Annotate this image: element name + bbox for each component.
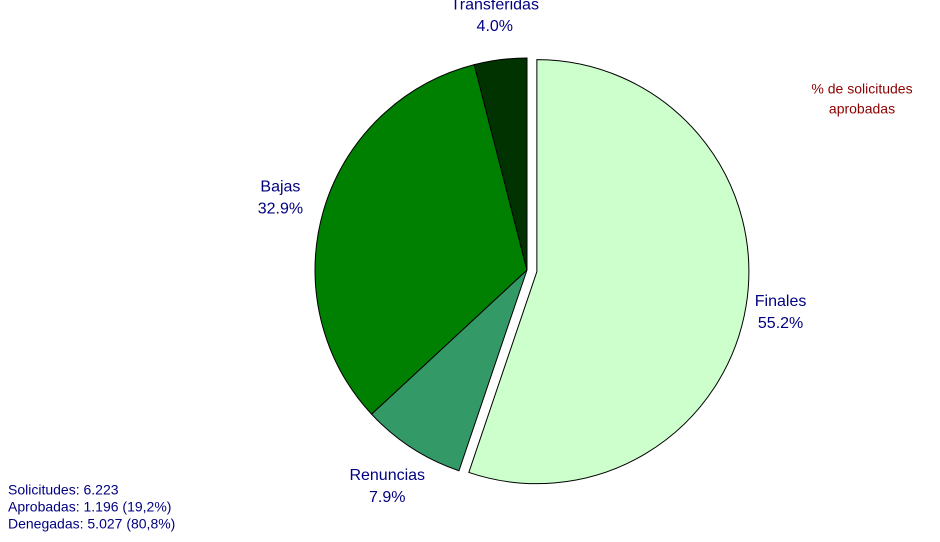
annotation: aprobadas	[829, 101, 895, 117]
slice-label: Transferidas	[451, 0, 539, 13]
note: Aprobadas: 1.196 (19,2%)	[8, 499, 171, 515]
pie-slice	[370, 269, 528, 472]
slice-value-label: 32.9%	[258, 201, 303, 218]
slice-label: Renuncias	[349, 467, 425, 484]
slice-value-label: 55.2%	[758, 315, 803, 332]
slice-label: Bajas	[260, 179, 300, 196]
pie-slice	[314, 64, 528, 415]
slice-value-label: 4.0%	[477, 18, 513, 35]
note: Denegadas: 5.027 (80,8%)	[8, 516, 175, 532]
pie-slice	[468, 59, 750, 485]
note: Solicitudes: 6.223	[8, 482, 119, 498]
slice-value-label: 7.9%	[369, 489, 405, 506]
annotation: % de solicitudes	[811, 81, 912, 97]
slice-label: Finales	[755, 293, 807, 310]
pie-slice	[473, 57, 528, 271]
